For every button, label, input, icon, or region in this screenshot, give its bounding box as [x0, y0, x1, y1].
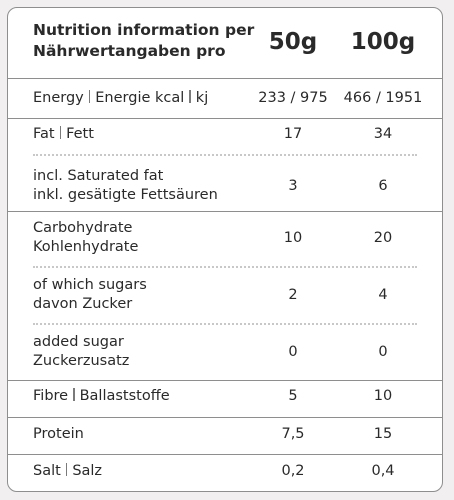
- dotted-divider: [33, 154, 417, 156]
- value-100g: 4: [378, 287, 388, 303]
- column-header-100g: 100g: [350, 29, 416, 55]
- value-100g: 10: [373, 388, 393, 404]
- label-german: inkl. gesätigte Fettsäuren: [33, 187, 218, 203]
- value-100g: 466 / 1951: [343, 90, 423, 106]
- value-100g: 20: [373, 230, 393, 246]
- label-english: Fat: [33, 126, 55, 142]
- value-100g: 0,4: [371, 463, 395, 479]
- row-label: Fibre Ballaststoffe: [33, 387, 170, 406]
- separator: [65, 463, 68, 476]
- label-english: incl. Saturated fat: [33, 168, 164, 184]
- label-english: Fibre: [33, 388, 69, 404]
- value-100g: 6: [378, 178, 388, 194]
- row-label: added sugar Zuckerzusatz: [33, 333, 129, 371]
- value-50g: 5: [288, 388, 298, 404]
- label-english: of which sugars: [33, 277, 147, 293]
- divider: [8, 454, 442, 455]
- divider: [8, 211, 442, 212]
- value-100g: 34: [373, 126, 393, 142]
- label-german: Kohlenhydrate: [33, 239, 139, 255]
- separator: [88, 90, 91, 103]
- label-german: Ballaststoffe: [79, 388, 170, 404]
- value-50g: 0: [288, 344, 298, 360]
- value-50g: 17: [283, 126, 303, 142]
- value-100g: 15: [373, 426, 393, 442]
- value-50g: 10: [283, 230, 303, 246]
- row-label: incl. Saturated fat inkl. gesätigte Fett…: [33, 167, 218, 205]
- label-german: davon Zucker: [33, 296, 133, 312]
- value-100g: 0: [378, 344, 388, 360]
- label-english: Salt: [33, 463, 61, 479]
- row-label: Salt Salz: [33, 462, 102, 481]
- table-title: Nutrition information per Nährwertangabe…: [33, 20, 254, 62]
- label-german: Salz: [72, 463, 103, 479]
- value-50g: 2: [288, 287, 298, 303]
- title-german: Nährwertangaben pro: [33, 42, 226, 60]
- value-50g: 233 / 975: [258, 90, 328, 106]
- divider: [8, 380, 442, 381]
- value-50g: 0,2: [281, 463, 305, 479]
- separator: [59, 126, 62, 139]
- label-english: Carbohydrate: [33, 220, 133, 236]
- label-english: added sugar: [33, 334, 124, 350]
- row-label: Fat Fett: [33, 125, 94, 144]
- column-header-50g: 50g: [268, 29, 318, 55]
- row-label: Protein: [33, 426, 84, 442]
- title-english: Nutrition information per: [33, 21, 255, 39]
- label-german: Energie kcal: [95, 90, 185, 106]
- row-label: Carbohydrate Kohlenhydrate: [33, 219, 138, 257]
- label-unit: kj: [195, 90, 209, 106]
- value-50g: 3: [288, 178, 298, 194]
- nutrition-table: Nutrition information per Nährwertangabe…: [7, 7, 443, 492]
- separator: [73, 388, 75, 401]
- label-german: Zuckerzusatz: [33, 353, 130, 369]
- dotted-divider: [33, 323, 417, 325]
- divider: [8, 417, 442, 418]
- row-label: of which sugars davon Zucker: [33, 276, 147, 314]
- divider: [8, 118, 442, 119]
- label-english: Energy: [33, 90, 84, 106]
- separator: [189, 90, 191, 103]
- dotted-divider: [33, 266, 417, 268]
- label-german: Fett: [66, 126, 94, 142]
- divider: [8, 78, 442, 79]
- row-label: Energy Energie kcal kj: [33, 89, 208, 108]
- value-50g: 7,5: [281, 426, 305, 442]
